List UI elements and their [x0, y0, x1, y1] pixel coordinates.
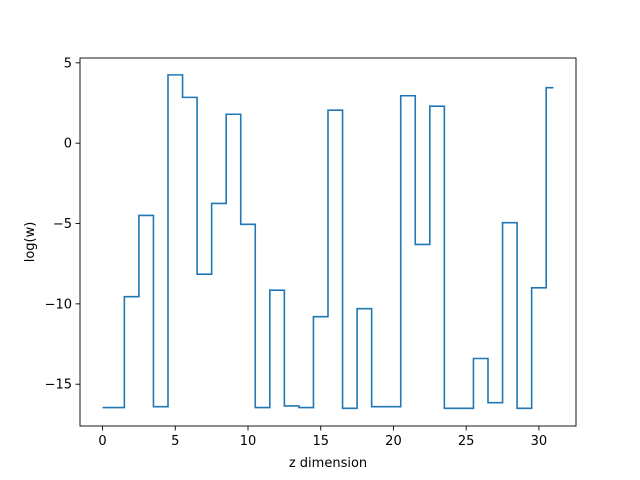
x-axis-ticks: 0 5 10 15 20 25 30 [98, 426, 547, 449]
y-tick-label: −5 [53, 217, 72, 232]
x-tick-label: 20 [385, 434, 402, 449]
x-tick-label: 30 [531, 434, 548, 449]
series-line [102, 74, 554, 410]
y-tick-label: 5 [64, 56, 72, 71]
x-tick-label: 5 [171, 434, 179, 449]
x-axis-label: z dimension [289, 456, 367, 471]
x-tick-label: 15 [312, 434, 329, 449]
x-tick-label: 0 [98, 434, 106, 449]
axes-frame [79, 57, 577, 427]
y-axis-label: log(w) [23, 222, 38, 263]
x-tick-label: 10 [240, 434, 257, 449]
y-axis-ticks: 5 0 −5 −10 −15 [45, 56, 80, 393]
y-tick-label: 0 [64, 137, 72, 152]
y-tick-label: −10 [45, 297, 72, 312]
x-tick-label: 25 [458, 434, 475, 449]
y-tick-label: −15 [45, 378, 72, 393]
